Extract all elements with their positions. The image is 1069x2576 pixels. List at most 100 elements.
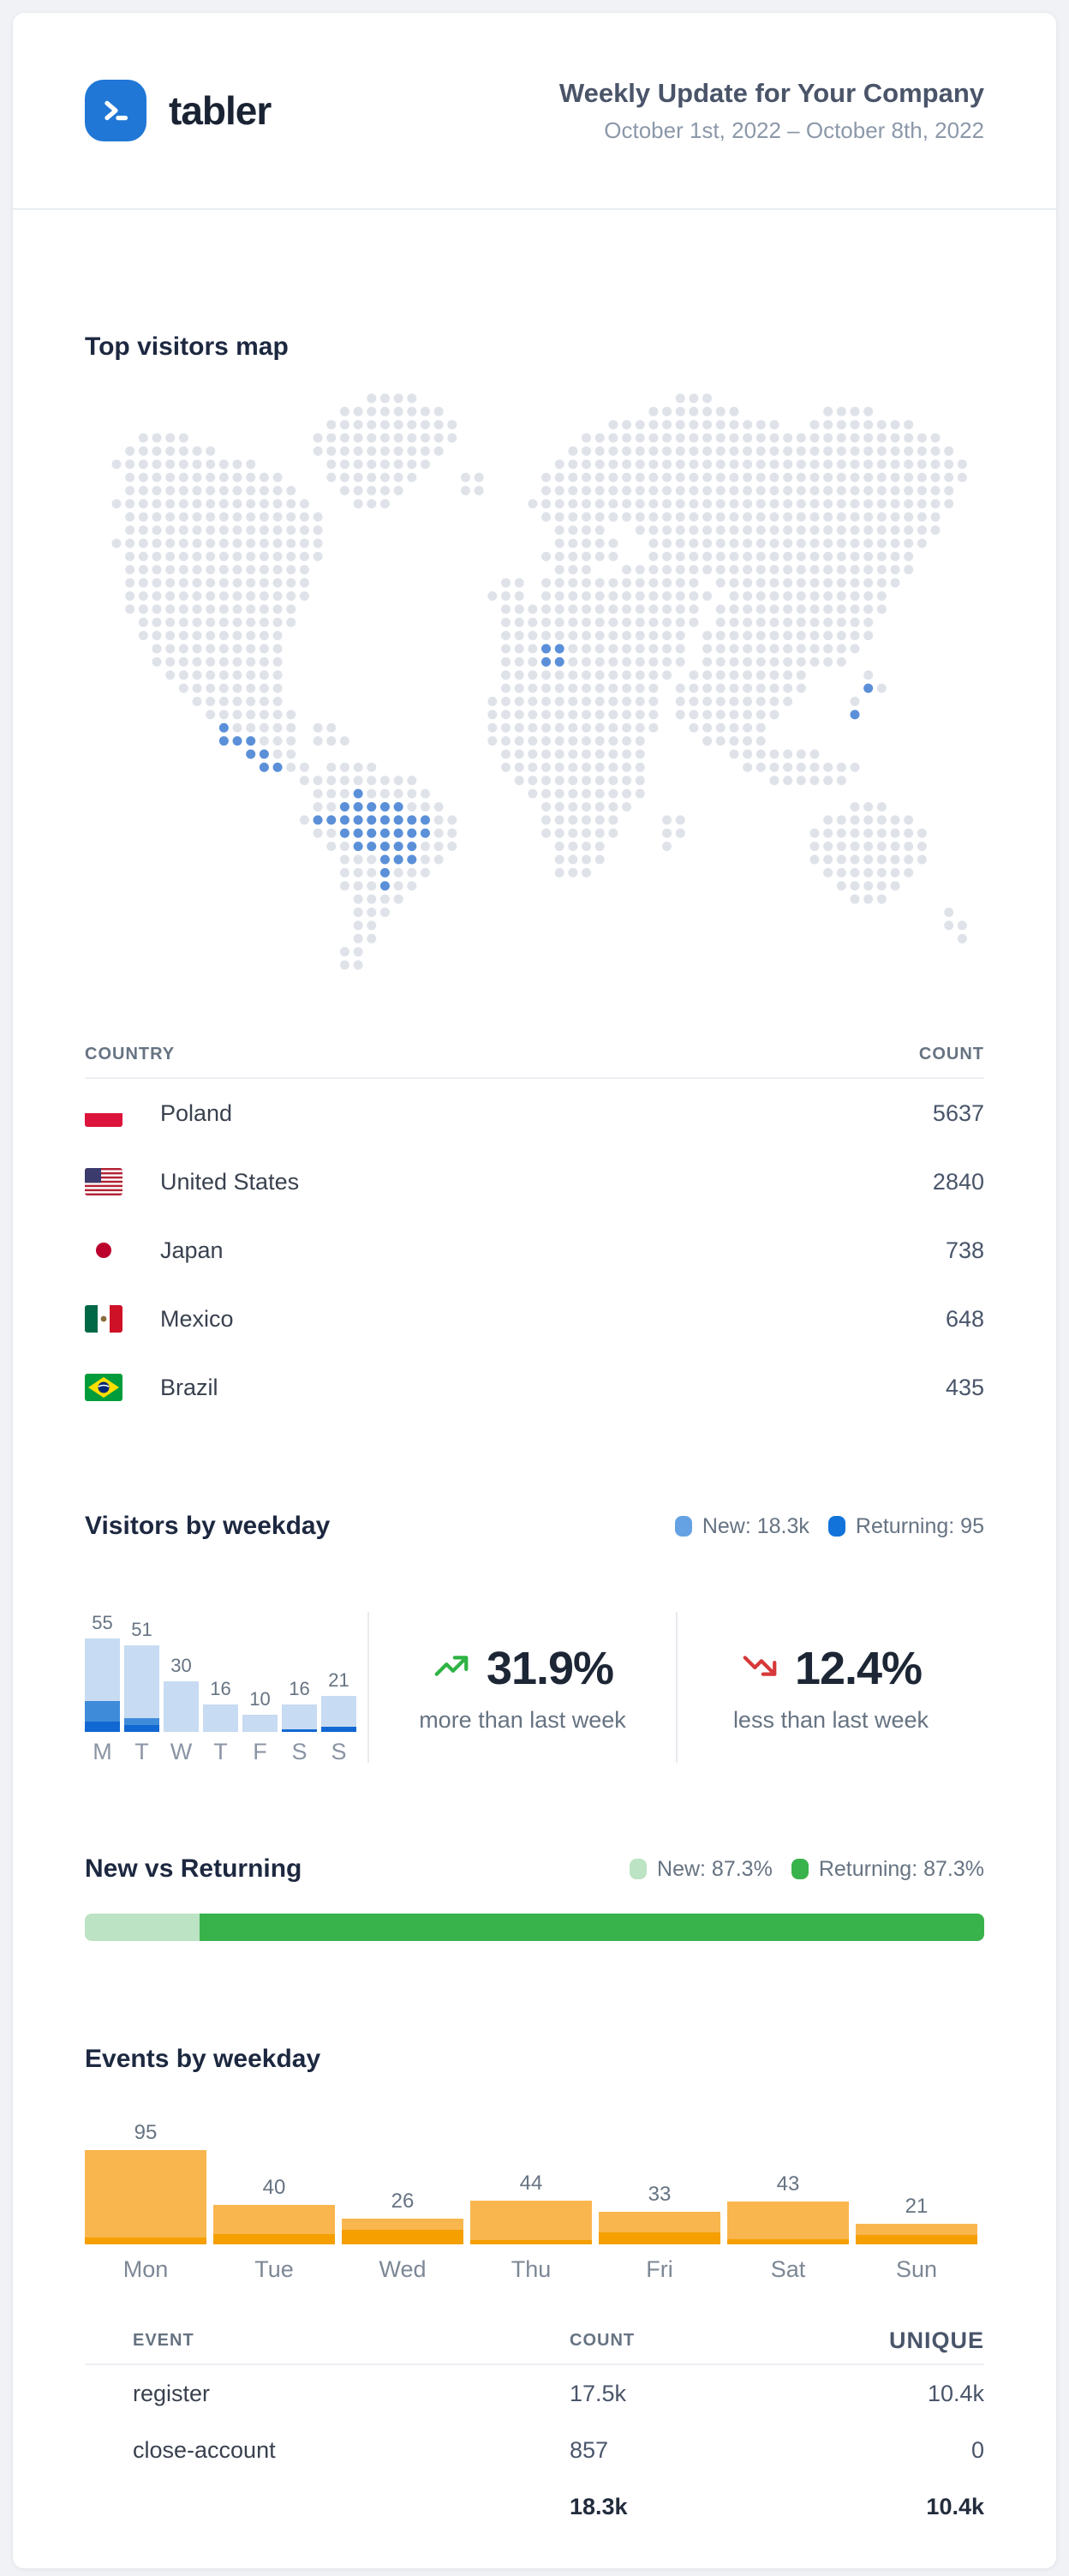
events-table: Event Count Unique register 17.5k 10.4k clo… bbox=[85, 2317, 984, 2535]
table-row: Japan 738 bbox=[85, 1216, 984, 1285]
bar-value: 30 bbox=[170, 1655, 192, 1676]
country-count: 2840 bbox=[932, 1168, 984, 1195]
legend-label: New: 18.3k bbox=[702, 1513, 809, 1538]
count-header-label: Count bbox=[570, 2330, 636, 2350]
progress-segment-returning bbox=[200, 1914, 984, 1941]
bar-column: 33 bbox=[599, 2183, 720, 2244]
country-count: 435 bbox=[945, 1374, 984, 1400]
newret-progress-bar bbox=[85, 1914, 984, 1941]
country-name: United States bbox=[160, 1168, 300, 1195]
flag-br-icon bbox=[85, 1374, 122, 1401]
event-count: 17.5k bbox=[570, 2380, 627, 2406]
event-header-label: Event bbox=[133, 2330, 194, 2350]
bar bbox=[85, 1638, 120, 1732]
events-total-row: 18.3k 10.4k bbox=[85, 2478, 984, 2535]
legend-label: Returning: 87.3% bbox=[818, 1856, 984, 1881]
bar-value: 55 bbox=[92, 1612, 113, 1633]
legend-label: New: 87.3% bbox=[657, 1856, 773, 1881]
country-name: Brazil bbox=[160, 1374, 218, 1400]
bar-value: 33 bbox=[648, 2183, 672, 2206]
event-count: 857 bbox=[570, 2436, 609, 2463]
event-unique: 0 bbox=[970, 2436, 984, 2463]
bar-column: 43 bbox=[727, 2172, 849, 2244]
report-header: tabler Weekly Update for Your Company Oc… bbox=[13, 13, 1056, 208]
table-row: United States 2840 bbox=[85, 1147, 984, 1216]
legend-swatch-icon bbox=[827, 1516, 845, 1537]
legend-item: Returning: 87.3% bbox=[791, 1857, 984, 1882]
bar-column: 40 bbox=[213, 2176, 335, 2244]
report-card: tabler Weekly Update for Your Company Oc… bbox=[12, 12, 1057, 2569]
country-table: Country Count Poland 5637 United States 284… bbox=[85, 1031, 984, 1422]
visitors-section-title: Visitors by weekday bbox=[85, 1512, 331, 1540]
bar bbox=[124, 1645, 159, 1732]
country-table-header: Country Count bbox=[85, 1031, 984, 1079]
bar-label: Wed bbox=[379, 2256, 427, 2282]
stat-label: more than last week bbox=[419, 1706, 626, 1733]
bar-label: T bbox=[134, 1739, 149, 1764]
bar-column: 26 bbox=[342, 2190, 463, 2244]
table-row: Brazil 435 bbox=[85, 1353, 984, 1422]
bar bbox=[213, 2205, 335, 2244]
events-section-title: Events by weekday bbox=[85, 2045, 321, 2073]
visitors-legend: New: 18.3k Returning: 95 bbox=[674, 1513, 984, 1539]
bar-column: 16 bbox=[282, 1678, 317, 1732]
section-new-vs-returning: New vs Returning New: 87.3% Returning: 87… bbox=[85, 1850, 984, 1888]
event-name: close-account bbox=[133, 2436, 276, 2463]
bar bbox=[164, 1681, 199, 1732]
country-count: 5637 bbox=[932, 1099, 984, 1126]
bar-value: 26 bbox=[391, 2190, 415, 2213]
legend-swatch-icon bbox=[630, 1859, 648, 1879]
country-name: Mexico bbox=[160, 1305, 234, 1332]
country-name: Japan bbox=[160, 1237, 224, 1263]
bar-column: 44 bbox=[470, 2172, 592, 2244]
bar-value: 16 bbox=[289, 1678, 310, 1699]
world-map bbox=[111, 393, 967, 970]
bar-value: 40 bbox=[262, 2176, 286, 2199]
bar-column: 30 bbox=[164, 1655, 199, 1732]
country-name: Poland bbox=[160, 1099, 233, 1126]
map-section-title: Top visitors map bbox=[85, 332, 289, 361]
legend-label: Returning: 95 bbox=[855, 1513, 984, 1538]
bar-value: 10 bbox=[249, 1688, 271, 1710]
events-bar-chart: 95 40 26 44 33 43 21 Mon Tue Wed Thu Fri Sat Sun bbox=[85, 2114, 984, 2283]
event-row: register 17.5k 10.4k bbox=[85, 2365, 984, 2422]
bar-value: 21 bbox=[328, 1669, 349, 1691]
bar-label: W bbox=[170, 1739, 193, 1764]
newret-legend: New: 87.3% Returning: 87.3% bbox=[630, 1857, 984, 1882]
stat-divider bbox=[367, 1612, 369, 1763]
bar-column: 21 bbox=[856, 2195, 977, 2244]
bar-value: 16 bbox=[210, 1678, 231, 1699]
stat-divider bbox=[676, 1612, 678, 1763]
progress-segment-new bbox=[85, 1914, 200, 1941]
bar-value: 43 bbox=[776, 2172, 800, 2196]
bar-value: 44 bbox=[519, 2172, 543, 2195]
country-count: 648 bbox=[945, 1305, 984, 1332]
stat-less-than-last-week: 12.4% less than last week bbox=[678, 1612, 984, 1763]
bar-value: 21 bbox=[905, 2195, 929, 2218]
bar bbox=[203, 1704, 238, 1732]
trend-up-icon bbox=[432, 1646, 471, 1690]
events-table-header: Event Count Unique bbox=[85, 2317, 984, 2365]
unique-header-label: Unique bbox=[888, 2327, 984, 2353]
bar-label: M bbox=[93, 1739, 112, 1764]
event-row: close-account 857 0 bbox=[85, 2422, 984, 2478]
flag-pl-icon bbox=[85, 1099, 122, 1127]
bar-column: 51 bbox=[124, 1619, 159, 1732]
country-count: 738 bbox=[945, 1237, 984, 1263]
section-visitors-by-weekday: Visitors by weekday New: 18.3k Returning:… bbox=[85, 1507, 984, 1545]
terminal-prompt-icon bbox=[85, 80, 146, 141]
country-header-label: Country bbox=[85, 1044, 176, 1063]
bar bbox=[856, 2224, 977, 2244]
bar-column: 55 bbox=[85, 1612, 120, 1732]
flag-mx-icon bbox=[85, 1305, 122, 1333]
report-title: Weekly Update for Your Company bbox=[558, 78, 984, 109]
flag-jp-icon bbox=[85, 1237, 122, 1264]
total-count: 18.3k bbox=[570, 2493, 628, 2519]
event-name: register bbox=[133, 2380, 211, 2406]
bar-label: Tue bbox=[254, 2256, 294, 2282]
bar bbox=[282, 1704, 317, 1732]
legend-item: New: 18.3k bbox=[674, 1513, 809, 1539]
legend-item: Returning: 95 bbox=[827, 1513, 984, 1539]
bar-label: S bbox=[331, 1739, 347, 1764]
legend-swatch-icon bbox=[674, 1516, 692, 1537]
